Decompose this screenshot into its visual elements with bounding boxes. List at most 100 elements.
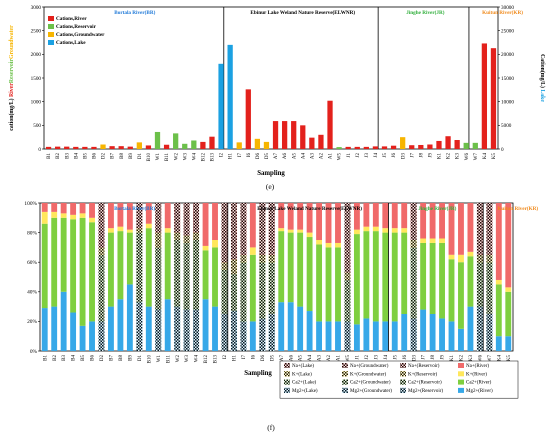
xtick-label: B11: [165, 153, 170, 162]
stack-segment: [145, 223, 152, 229]
xtick-label: J4: [384, 355, 389, 360]
xtick-label: A3: [310, 153, 315, 160]
bar: [163, 144, 170, 149]
stack-segment: [60, 213, 67, 218]
bar: [218, 63, 224, 149]
stack-segment: [335, 247, 341, 322]
y-axis-label-part: Reservoir: [9, 59, 15, 84]
stack-segment: [335, 321, 341, 351]
stack-segment: [202, 299, 209, 351]
xtick-label: W2: [174, 153, 179, 161]
stack-hatch: [193, 203, 200, 233]
bar: [272, 121, 279, 149]
stack-segment: [467, 251, 474, 257]
xtick-label: A5: [299, 355, 304, 362]
xtick-label: B5: [83, 153, 88, 159]
stack-segment: [117, 299, 124, 351]
region-title: Jinghe River(JR): [406, 9, 444, 16]
stack-segment: [382, 228, 389, 233]
stack-hatch: [476, 262, 483, 307]
legend-swatch-hatch: [400, 379, 406, 385]
legend-label: Cations,Reservoir: [56, 24, 97, 30]
legend-label: K+(Reservoir): [408, 372, 438, 377]
ytick-label-right: 25000: [501, 28, 514, 34]
stack-segment: [316, 321, 323, 351]
ytick-label-right: 0: [501, 147, 504, 153]
ytick-label-right: 30000: [501, 5, 514, 11]
stack-hatch: [259, 254, 266, 263]
stack-hatch: [193, 309, 200, 351]
legend-label: Cations,River: [56, 16, 87, 22]
xtick-label: B11: [166, 355, 171, 364]
legend-swatch-hatch: [284, 371, 290, 377]
legend-swatch: [458, 371, 464, 377]
stack-segment: [505, 291, 512, 337]
xtick-label: A4: [308, 355, 313, 362]
xtick-label: W5: [338, 153, 343, 161]
x-axis-label: Sampling: [244, 370, 272, 377]
stack-hatch: [410, 247, 417, 319]
stack-hatch: [410, 318, 417, 351]
stack-segment: [458, 254, 464, 263]
legend-swatch-hatch: [342, 379, 348, 385]
xtick-label: B8: [120, 153, 125, 159]
legend-swatch-hatch: [284, 363, 290, 368]
stack-segment: [467, 256, 474, 307]
bar: [363, 146, 369, 149]
stack-hatch: [174, 240, 181, 307]
xtick-label: J9: [441, 355, 446, 360]
stack-segment: [60, 291, 67, 351]
xtick-label: B13: [214, 355, 219, 364]
region-title: Kuitun River(KR): [482, 9, 523, 16]
bar: [54, 146, 61, 149]
xtick-label: I2: [220, 153, 225, 158]
stack-segment: [382, 321, 389, 351]
xtick-label: D6: [256, 153, 261, 160]
bar: [127, 146, 133, 149]
stack-segment: [249, 247, 256, 255]
bar: [481, 43, 488, 149]
stack-segment: [382, 232, 389, 322]
xtick-label: J3: [365, 153, 370, 158]
xtick-label: B7: [110, 355, 115, 361]
stack-hatch: [486, 262, 493, 314]
bar: [454, 140, 460, 149]
stack-segment: [420, 238, 427, 243]
bar: [409, 145, 415, 149]
stack-segment: [249, 321, 256, 351]
stack-segment: [278, 228, 285, 232]
xtick-label: J1: [347, 153, 352, 158]
bar: [318, 134, 324, 149]
legend-label: K+(Groundwater): [350, 372, 386, 377]
stack-segment: [306, 311, 313, 351]
stack-segment: [505, 287, 512, 292]
bar: [381, 146, 388, 149]
stack-hatch: [98, 247, 105, 255]
xtick-label: B9: [129, 153, 134, 159]
stack-hatch: [221, 314, 228, 351]
stack-segment: [505, 203, 512, 288]
xtick-label: W7: [488, 355, 493, 363]
region-title: Ebinur Lake Weland Nature Reserve(ELWNR): [250, 9, 355, 16]
stack-hatch: [240, 262, 247, 322]
stack-segment: [316, 244, 323, 322]
stack-segment: [249, 203, 256, 248]
stack-hatch: [98, 321, 105, 351]
xtick-label: K5: [492, 153, 497, 160]
stack-segment: [467, 306, 474, 351]
y-axis-label-part: River: [9, 83, 15, 97]
xtick-label: A2: [320, 153, 325, 160]
legend-box: [279, 360, 519, 399]
ytick-label: 100%: [24, 201, 37, 207]
legend-swatch-hatch: [342, 363, 348, 368]
stack-segment: [212, 306, 218, 351]
xtick-label: I6: [251, 355, 256, 360]
legend-label: Mg2+(Reservoir): [408, 389, 443, 394]
xtick-label: W1: [156, 153, 161, 161]
bar: [209, 136, 215, 149]
stack-segment: [126, 203, 133, 230]
xtick-label: J7: [422, 355, 427, 360]
ytick-label-left: 3000: [31, 5, 42, 11]
stack-hatch: [259, 262, 266, 319]
bar: [182, 143, 188, 149]
